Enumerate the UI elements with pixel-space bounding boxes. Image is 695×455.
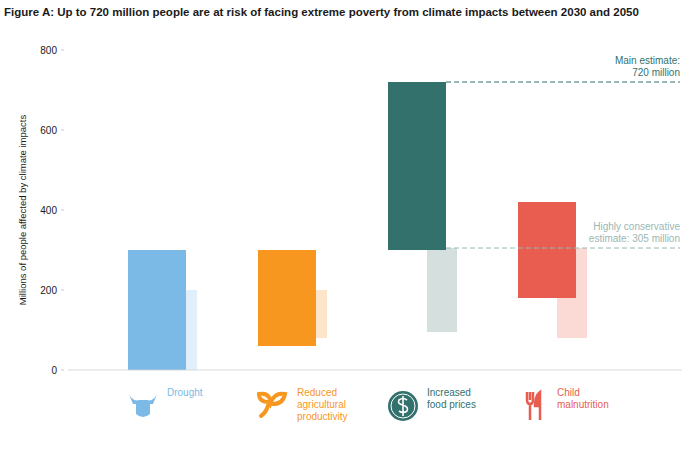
bars xyxy=(128,82,587,370)
y-tick-label: 0 xyxy=(51,365,57,376)
y-tick-label: 800 xyxy=(40,45,57,56)
y-tick xyxy=(61,50,64,51)
plant-icon xyxy=(259,394,285,416)
conservative-bar xyxy=(427,248,457,332)
y-tick-label: 600 xyxy=(40,125,57,136)
price-icon-sign xyxy=(399,396,408,416)
category-icon xyxy=(259,394,285,416)
annotation-text: 720 million xyxy=(632,67,680,78)
category-label-line: Reduced xyxy=(297,387,337,398)
category-label-line: productivity xyxy=(297,411,348,422)
category-label: Reducedagriculturalproductivity xyxy=(297,387,348,422)
y-tick xyxy=(61,130,64,131)
chart: Figure A: Up to 720 million people are a… xyxy=(0,0,695,455)
annotation-text: Highly conservative xyxy=(593,221,680,232)
main-bar xyxy=(128,250,186,370)
y-tick-label: 200 xyxy=(40,285,57,296)
price-icon xyxy=(388,391,418,421)
category-label-line: food prices xyxy=(427,399,476,410)
drought-icon xyxy=(129,394,157,417)
category-label: Childmalnutrition xyxy=(557,387,609,410)
annotation-line xyxy=(446,248,680,249)
baseline xyxy=(68,370,682,371)
y-tick xyxy=(61,290,64,291)
title: Figure A: Up to 720 million people are a… xyxy=(4,6,639,18)
y-axis-label: Millions of people affected by climate i… xyxy=(17,115,28,306)
y-tick xyxy=(61,370,64,371)
fork-icon xyxy=(527,392,533,420)
annotation-line xyxy=(446,82,680,83)
category-icon xyxy=(129,394,157,417)
price-icon-ring xyxy=(391,394,415,418)
category-label-line: Increased xyxy=(427,387,471,398)
category-label-line: Drought xyxy=(167,387,203,398)
knife-icon xyxy=(535,392,540,420)
annotation-text: estimate: 305 million xyxy=(589,233,680,244)
annotation-text: Main estimate: xyxy=(615,55,680,66)
y-tick xyxy=(61,210,64,211)
main-bar xyxy=(258,250,316,346)
category-label-line: malnutrition xyxy=(557,399,609,410)
category-label-line: Child xyxy=(557,387,580,398)
category-label-line: agricultural xyxy=(297,399,346,410)
y-tick-label: 400 xyxy=(40,205,57,216)
category-icon xyxy=(388,391,418,421)
category-label: Drought xyxy=(167,387,203,398)
main-bar xyxy=(388,82,446,250)
main-bar xyxy=(518,202,576,298)
category-icon xyxy=(527,392,540,420)
category-label: Increasedfood prices xyxy=(427,387,476,410)
